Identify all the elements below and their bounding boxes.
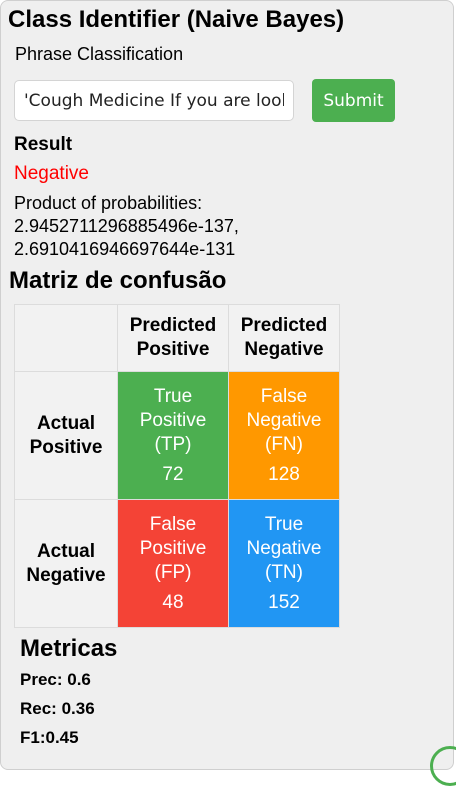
- result-label: Result: [14, 134, 73, 155]
- confusion-matrix-title: Matriz de confusão: [9, 267, 227, 294]
- result-value: Negative: [14, 163, 89, 184]
- cell-true-positive: True Positive (TP) 72: [117, 371, 229, 500]
- precision-metric: Prec: 0.6: [20, 670, 91, 689]
- matrix-row-actual-positive: Actual Positive True Positive (TP) 72 Fa…: [14, 371, 340, 500]
- corner-circle-icon: [430, 746, 456, 786]
- header-predicted-negative: Predicted Negative: [228, 304, 340, 372]
- false-positive-count: 48: [162, 591, 184, 613]
- false-negative-count: 128: [268, 463, 300, 485]
- f1-metric: F1:0.45: [20, 728, 79, 747]
- phrase-classification-label: Phrase Classification: [15, 44, 184, 64]
- cell-false-negative: False Negative (FN) 128: [228, 371, 340, 500]
- header-actual-positive: Actual Positive: [14, 371, 118, 500]
- recall-metric: Rec: 0.36: [20, 699, 95, 718]
- matrix-header-row: Predicted Positive Predicted Negative: [14, 304, 340, 372]
- app-title: Class Identifier (Naive Bayes): [8, 6, 345, 33]
- header-actual-negative: Actual Negative: [14, 499, 118, 628]
- phrase-input[interactable]: [14, 80, 294, 121]
- cell-false-positive: False Positive (FP) 48: [117, 499, 229, 628]
- probability-value-positive: 2.9452711296885496e-137,: [14, 216, 239, 236]
- probability-product-label: Product of probabilities:: [14, 193, 203, 213]
- confusion-matrix: Predicted Positive Predicted Negative Ac…: [14, 304, 340, 628]
- probability-value-negative: 2.6910416946697644e-131: [14, 239, 236, 259]
- matrix-corner-cell: [14, 304, 118, 372]
- true-positive-count: 72: [162, 463, 184, 485]
- header-predicted-positive: Predicted Positive: [117, 304, 229, 372]
- true-negative-count: 152: [268, 591, 300, 613]
- matrix-row-actual-negative: Actual Negative False Positive (FP) 48 T…: [14, 499, 340, 628]
- cell-true-negative: True Negative (TN) 152: [228, 499, 340, 628]
- metrics-title: Metricas: [20, 635, 118, 662]
- submit-button[interactable]: Submit: [312, 79, 395, 122]
- classifier-panel: Class Identifier (Naive Bayes) Phrase Cl…: [0, 0, 454, 770]
- probability-product: Product of probabilities: 2.945271129688…: [14, 192, 239, 261]
